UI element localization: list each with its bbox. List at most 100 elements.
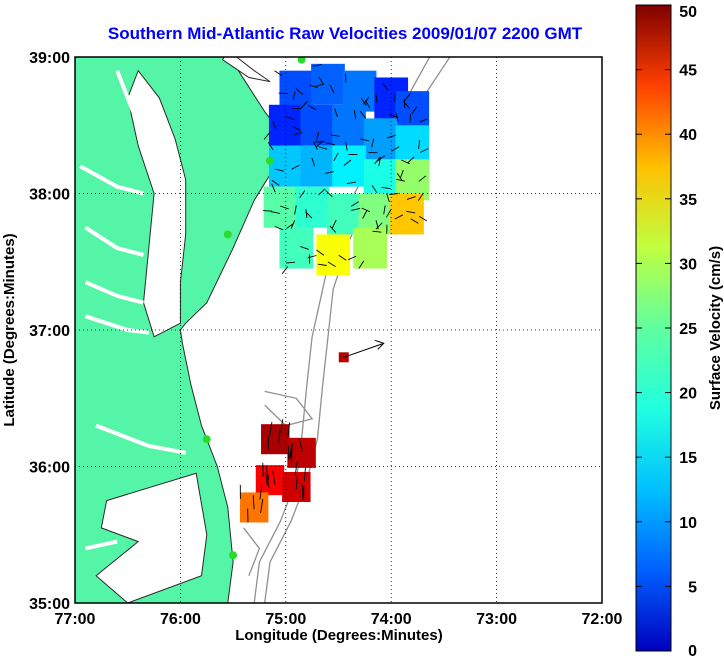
station-marker [297, 57, 306, 64]
river [85, 539, 118, 551]
velocity-vector [360, 138, 370, 142]
velocity-vector [419, 118, 428, 123]
velocity-vector [293, 131, 303, 136]
colorbar-tick-label: 5 [688, 579, 697, 596]
velocity-vector [315, 140, 324, 148]
velocity-vector [295, 475, 298, 490]
colorbar-tick-label: 45 [679, 63, 697, 80]
velocity-vector [394, 92, 396, 103]
velocity-vector [371, 138, 375, 148]
velocity-vector [292, 126, 302, 132]
y-tick-label: 36:00 [29, 460, 70, 477]
velocity-vector [389, 114, 399, 118]
velocity-vector [271, 179, 280, 186]
velocity-vector [312, 141, 318, 150]
axis-ticks: 77:00 76:00 75:00 74:00 73:00 72:00 35:00 36:00… [29, 50, 622, 628]
velocity-vector [411, 106, 418, 115]
velocity-vector [344, 73, 347, 83]
x-tick-label: 73:00 [476, 611, 517, 628]
velocity-vector [315, 83, 324, 88]
velocity-vector [299, 190, 306, 199]
velocity-vector [308, 84, 318, 89]
velocity-cell [263, 186, 298, 228]
velocity-vector [287, 446, 290, 461]
colorbar-tick-label: 0 [688, 643, 697, 659]
velocity-vector [359, 110, 367, 119]
velocity-vector [331, 219, 337, 229]
grid [75, 57, 602, 603]
velocity-vector [326, 142, 336, 146]
velocity-vector [389, 193, 399, 195]
velocity-vector [259, 485, 263, 500]
y-axis-label: Latitude (Degrees:Minutes) [1, 233, 18, 426]
velocity-vector [318, 146, 328, 150]
velocity-vector [289, 443, 293, 458]
velocity-vector [418, 139, 421, 150]
velocity-vector [305, 211, 313, 219]
station-marker [202, 435, 211, 444]
velocity-vector [291, 164, 300, 170]
velocity-vector [274, 168, 284, 172]
velocity-vector [386, 134, 396, 139]
velocity-vector [396, 173, 403, 182]
velocity-vector [260, 498, 264, 513]
colorbar-tick-label: 50 [679, 4, 697, 21]
velocity-vector [305, 209, 308, 219]
velocity-cell [261, 424, 290, 455]
velocity-vector [407, 156, 415, 164]
velocity-vector [298, 438, 303, 453]
velocity-vector [252, 495, 255, 510]
velocity-vector [303, 467, 306, 482]
velocity-vector [278, 429, 281, 444]
y-tick-label: 38:00 [29, 187, 70, 204]
velocity-vector [343, 159, 352, 166]
x-axis-label: Longitude (Degrees:Minutes) [235, 627, 443, 644]
plot-frame [74, 56, 603, 604]
velocity-vector [350, 201, 360, 207]
colorbar-tick-label: 20 [679, 386, 697, 403]
velocity-vector [300, 245, 309, 250]
station-marker [229, 551, 238, 560]
velocity-vector [286, 261, 296, 264]
velocity-vector [325, 190, 333, 198]
pamlico-sound [95, 472, 208, 603]
x-tick-label: 75:00 [265, 611, 306, 628]
velocity-cell [300, 145, 335, 187]
velocity-vector [418, 175, 427, 182]
velocity-vector [290, 220, 296, 229]
x-tick-label: 72:00 [582, 611, 623, 628]
buoy-vector-head [374, 339, 385, 350]
velocity-vector [363, 96, 370, 105]
velocity-vector [394, 214, 404, 220]
velocity-cell [279, 227, 314, 269]
velocity-vector [263, 210, 273, 212]
velocity-vector [358, 260, 365, 269]
y-tick-label: 35:00 [29, 596, 70, 613]
velocity-cell [311, 63, 345, 105]
velocity-vector [406, 210, 416, 214]
data-layer [202, 57, 430, 560]
velocity-cell [332, 145, 366, 187]
velocity-vector [382, 83, 389, 91]
velocity-vector [315, 141, 325, 143]
velocity-vector [267, 141, 274, 151]
velocity-vector [381, 186, 391, 190]
velocity-vector [403, 101, 410, 109]
station-marker [265, 156, 274, 165]
velocity-vector [272, 470, 276, 485]
velocity-vector [290, 444, 293, 459]
velocity-vector [280, 205, 289, 210]
velocity-vector [274, 226, 284, 231]
velocity-cell [255, 465, 285, 496]
velocity-vector [346, 181, 356, 185]
river [95, 423, 187, 455]
colorbar-tick-label: 35 [679, 192, 697, 209]
velocity-vector [327, 261, 336, 267]
velocity-vector [406, 196, 416, 200]
velocity-vector [263, 132, 271, 140]
velocity-vector [316, 249, 325, 256]
velocity-vector [383, 205, 386, 215]
velocity-vector [287, 422, 291, 437]
velocity-vector [347, 255, 357, 261]
